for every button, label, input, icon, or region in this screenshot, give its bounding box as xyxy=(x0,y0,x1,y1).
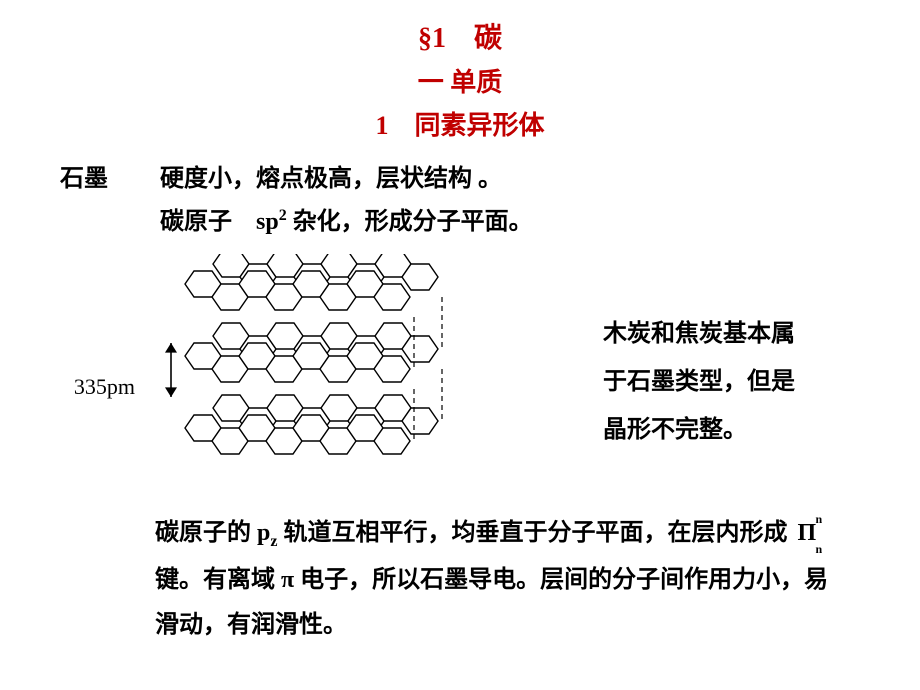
graphite-structure-diagram xyxy=(143,254,573,499)
note-line3: 晶形不完整。 xyxy=(603,417,747,443)
para-seg3: 键。有离域 xyxy=(155,567,281,593)
note-line2: 于石墨类型，但是 xyxy=(603,369,795,395)
desc-line1: 硬度小，熔点极高，层状结构 。 xyxy=(160,166,502,192)
subtitle-1: 一 单质 xyxy=(0,62,920,99)
big-pi-nn-symbol: Πnn xyxy=(797,511,816,557)
section-title: §1 碳 xyxy=(0,16,920,56)
pz-orbital-paragraph: 碳原子的 pz 轨道互相平行，均垂直于分子平面，在层内形成 Πnn 键。有离域 … xyxy=(0,499,920,648)
para-seg1: 碳原子的 xyxy=(155,520,257,546)
para-seg2: 轨道互相平行，均垂直于分子平面，在层内形成 xyxy=(277,520,793,546)
sp2-superscript: 2 xyxy=(279,207,287,224)
interlayer-spacing-label: 335pm xyxy=(40,374,143,400)
desc-line2a: 碳原子 sp xyxy=(160,209,279,235)
desc-line2b: 杂化，形成分子平面。 xyxy=(287,209,533,235)
charcoal-note: 木炭和焦炭基本属 于石墨类型，但是 晶形不完整。 xyxy=(573,300,795,454)
graphite-description: 硬度小，熔点极高，层状结构 。 碳原子 sp2 杂化，形成分子平面。 xyxy=(160,158,860,244)
note-line1: 木炭和焦炭基本属 xyxy=(603,321,795,347)
small-pi-symbol: π xyxy=(281,567,294,593)
pz-symbol: pz xyxy=(257,520,277,546)
graphite-label: 石墨 xyxy=(60,158,160,244)
subtitle-2: 1 同素异形体 xyxy=(0,105,920,142)
